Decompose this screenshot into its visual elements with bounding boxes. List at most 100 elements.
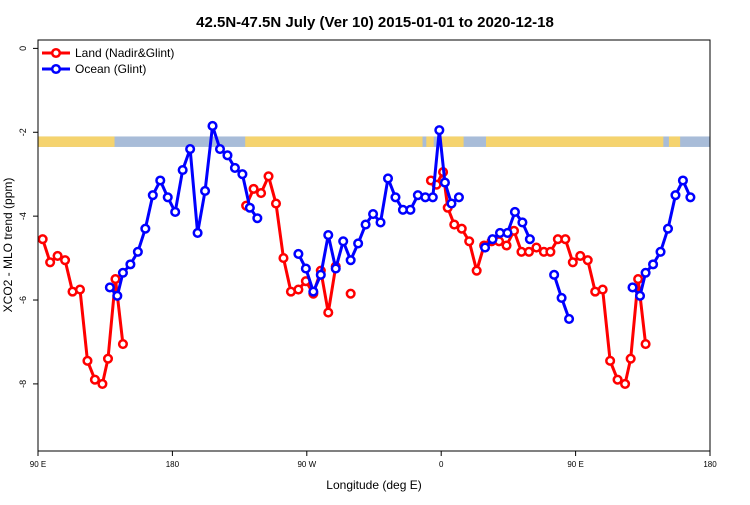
data-point	[192, 227, 203, 238]
data-point	[214, 143, 226, 155]
data-point	[323, 229, 334, 241]
data-point	[390, 192, 401, 203]
data-point	[449, 219, 460, 230]
data-point	[89, 374, 100, 385]
data-point	[545, 246, 556, 257]
data-point	[244, 202, 255, 213]
data-point	[248, 183, 259, 194]
y-tick-label: -4	[18, 212, 28, 220]
data-point	[222, 150, 233, 161]
land-mask-strip	[38, 136, 710, 147]
y-tick-label: -8	[18, 380, 28, 388]
data-point	[556, 292, 567, 303]
y-tick-label: -6	[18, 296, 28, 304]
data-point	[270, 198, 282, 209]
x-axis-label: Longitude (deg E)	[326, 478, 421, 492]
data-point	[140, 223, 151, 234]
data-point	[471, 265, 482, 276]
data-point	[620, 378, 631, 389]
data-point	[640, 339, 651, 350]
data-point	[60, 255, 71, 266]
land-band	[245, 136, 423, 147]
data-point	[677, 175, 688, 186]
plot-frame	[37, 39, 711, 452]
data-point	[531, 242, 542, 253]
data-point	[132, 246, 143, 257]
data-point	[480, 242, 491, 253]
x-tick-label: 90 E	[30, 460, 46, 469]
data-point	[509, 206, 520, 217]
data-point	[382, 173, 394, 184]
data-point	[456, 223, 467, 234]
data-point	[549, 269, 560, 280]
legend-label: Land (Nadir&Glint)	[75, 46, 174, 60]
data-point	[439, 177, 450, 188]
chart-title: 42.5N-47.5N July (Ver 10) 2015-01-01 to …	[196, 14, 554, 31]
data-point	[427, 192, 438, 203]
data-point	[375, 217, 386, 228]
data-point	[330, 263, 341, 274]
land-band	[486, 136, 664, 147]
series-line	[108, 124, 259, 298]
data-point	[633, 274, 644, 285]
series-line	[297, 128, 460, 294]
data-point	[37, 234, 48, 245]
data-point	[97, 378, 108, 389]
data-point	[523, 246, 534, 257]
series-line	[430, 170, 648, 386]
data-point	[308, 286, 319, 297]
data-point	[102, 353, 114, 364]
data-point	[293, 284, 304, 295]
data-point	[125, 259, 136, 270]
data-point	[117, 267, 128, 278]
legend-label: Ocean (Glint)	[75, 62, 146, 76]
data-point	[368, 208, 379, 220]
legend-marker	[50, 63, 62, 75]
x-tick-label: 0	[439, 460, 444, 469]
series-layer	[37, 120, 696, 389]
data-point	[74, 284, 86, 295]
data-point	[353, 238, 364, 249]
data-point	[501, 240, 512, 251]
data-point	[293, 248, 304, 259]
data-point	[252, 213, 263, 224]
data-point	[597, 284, 608, 295]
x-tick-label: 180	[166, 460, 180, 469]
land-band	[668, 136, 681, 147]
data-point	[345, 255, 356, 266]
data-point	[256, 188, 267, 199]
data-point	[575, 250, 586, 262]
data-point	[655, 246, 666, 257]
data-point	[670, 190, 681, 201]
data-point	[662, 223, 674, 234]
data-point	[315, 269, 326, 280]
data-point	[185, 143, 196, 155]
data-point	[338, 236, 349, 247]
series-ocean	[104, 120, 696, 324]
y-axis: 0 -2 -4 -6 -8	[18, 46, 38, 388]
data-point	[453, 192, 464, 203]
data-point	[207, 120, 218, 132]
data-point	[685, 192, 696, 203]
data-point	[177, 164, 188, 176]
data-point	[323, 307, 334, 318]
data-point	[45, 257, 56, 268]
data-point	[155, 175, 166, 186]
data-point	[237, 169, 248, 180]
x-tick-label: 90 E	[567, 460, 583, 469]
y-tick-label: 0	[18, 46, 28, 51]
data-point	[434, 125, 445, 136]
legend-item: Land (Nadir&Glint)	[42, 46, 174, 60]
data-point	[360, 219, 371, 230]
data-point	[627, 282, 638, 293]
data-point	[147, 190, 158, 201]
data-point	[446, 198, 457, 209]
data-point	[564, 313, 575, 324]
data-point	[582, 255, 593, 266]
legend-marker	[50, 47, 62, 59]
data-point	[464, 236, 475, 247]
x-tick-label: 180	[703, 460, 717, 469]
y-tick-label: -2	[18, 128, 28, 136]
data-point	[605, 355, 616, 366]
